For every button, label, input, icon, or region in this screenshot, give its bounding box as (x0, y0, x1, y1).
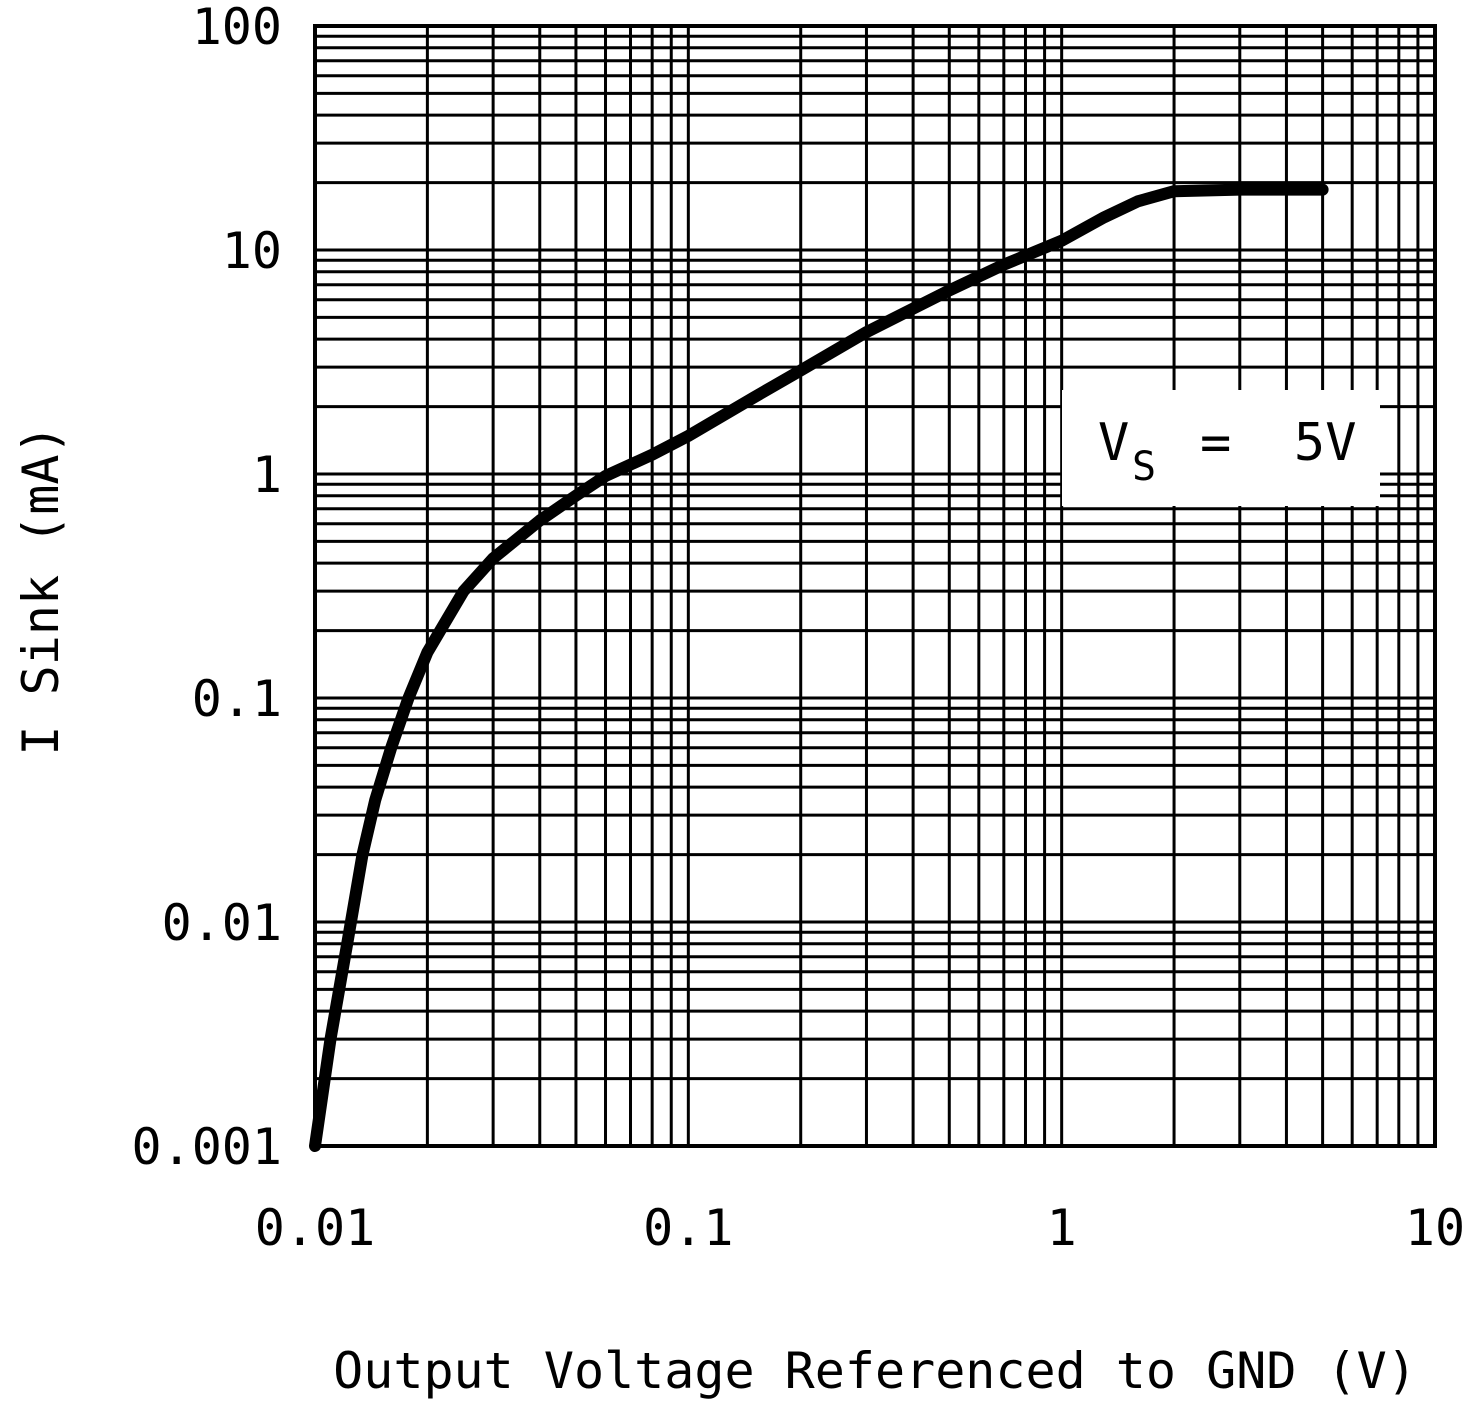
annotation-background (1062, 390, 1380, 506)
annotation-rest: = 5V (1200, 413, 1357, 473)
y-axis-title: I Sink (mA) (12, 424, 70, 755)
series-layer (309, 183, 1329, 1152)
y-tick-label: 0.1 (192, 670, 282, 728)
x-axis-title: Output Voltage Referenced to GND (V) (333, 1342, 1417, 1400)
y-tick-label: 0.001 (131, 1118, 282, 1176)
annotation-sub: S (1132, 444, 1156, 490)
annotation-main: V (1098, 413, 1129, 473)
annotation-box: V S = 5V (1062, 390, 1380, 506)
series-line (309, 183, 1329, 1152)
y-tick-label: 1 (252, 446, 282, 504)
x-tick-labels: 0.01 0.1 1 10 (255, 1199, 1463, 1257)
y-tick-label: 100 (192, 0, 282, 56)
x-tick-label: 0.1 (643, 1199, 733, 1257)
x-tick-label: 1 (1047, 1199, 1077, 1257)
x-tick-label: 10 (1405, 1199, 1463, 1257)
grid (315, 26, 1435, 1146)
y-tick-label: 0.01 (162, 894, 282, 952)
y-tick-labels: 0.001 0.01 0.1 1 10 100 (131, 0, 282, 1176)
y-tick-label: 10 (222, 222, 282, 280)
x-tick-label: 0.01 (255, 1199, 375, 1257)
plot-frame (313, 24, 1437, 1148)
